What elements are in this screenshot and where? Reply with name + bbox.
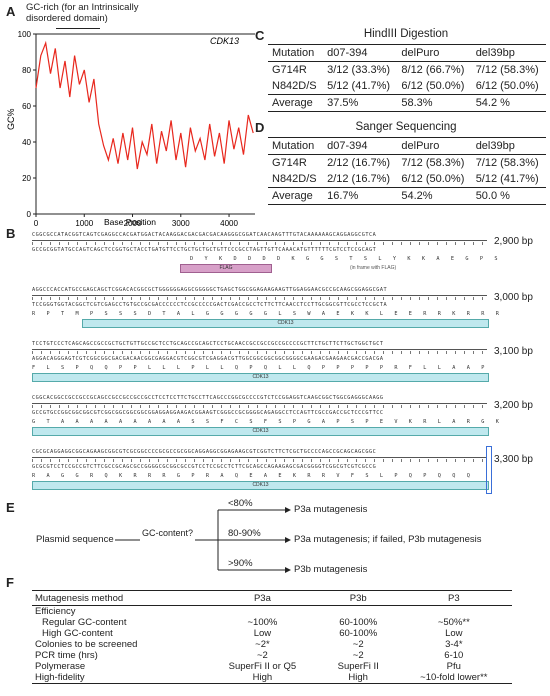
bp-position: 3,200 bp xyxy=(494,400,533,411)
dna-strand-top: CGCGCAGGAGGCGGCAGAAGCGGCGTCGCGGCCCCGCGCC… xyxy=(32,449,377,455)
gc-rich-bracket xyxy=(56,28,100,29)
col-header: P3b xyxy=(320,590,396,606)
table-row: G714R 2/12 (16.7%) 7/12 (58.3%) 7/12 (58.3%… xyxy=(272,157,539,169)
dna-strand-bottom: AGGACAGGGAGTCGTCGGCGGCGACGACAACGGCGAGGAC… xyxy=(32,356,384,362)
table-row: PCR time (hrs) ~2 ~2 6-10 xyxy=(35,650,464,661)
hindiii-title: HindIII Digestion xyxy=(363,28,449,40)
sanger-table: Mutation d07-394 delPuro del39bp G714R 2/… xyxy=(268,137,546,205)
col-header: d07-394 xyxy=(323,44,398,62)
flow-cond-low: <80% xyxy=(228,498,253,509)
x-tick-label: 2000 xyxy=(124,219,142,228)
amino-acid-row: R A G G R Q K R R R G P R A Q E A E K R … xyxy=(32,473,471,479)
x-tick-label: 4000 xyxy=(220,219,238,228)
table-row: N842D/S 5/12 (41.7%) 6/12 (50.0%) 6/12 (50.… xyxy=(272,80,539,92)
col-header: delPuro xyxy=(397,44,472,62)
flow-result-mid: P3a mutagenesis; if failed, P3b mutagene… xyxy=(294,534,482,545)
y-tick-label: 100 xyxy=(18,30,32,39)
table-row: Regular GC-content ~100% 60-100% ~50%** xyxy=(42,617,470,628)
y-tick-label: 20 xyxy=(22,174,31,183)
y-axis-ticks: 0 20 40 60 80 100 xyxy=(18,30,36,219)
table-row: Polymerase SuperFi II or Q5 SuperFi II Pfu xyxy=(35,661,461,672)
amino-acid-row: D Y K D D D D K G G S T S L Y K K A E G … xyxy=(190,256,498,262)
y-tick-label: 60 xyxy=(22,102,31,111)
x-tick-label: 0 xyxy=(34,219,39,228)
y-tick-label: 40 xyxy=(22,138,31,147)
table-row: G714R 3/12 (33.3%) 8/12 (66.7%) 7/12 (58.3%… xyxy=(272,64,539,76)
y-axis-label: GC% xyxy=(6,108,16,130)
panel-label-e: E xyxy=(6,500,15,515)
table-row: N842D/S 2/12 (16.7%) 6/12 (50.0%) 5/12 (41.… xyxy=(272,173,539,185)
mutagenesis-table: Mutagenesis method P3a P3b P3 Efficiency… xyxy=(32,590,512,684)
table-row: Average 37.5% 58.3% 54.2 % xyxy=(268,94,546,112)
dna-strand-bottom: GCGCGTCCTCCGCCGTCTTCGCCGCAGCGCCGGGGCGCGG… xyxy=(32,464,377,470)
dna-strand-top: TCCTGTCCCTCAGCAGCCGCCGCTGCTGTTGCCGCTCCTG… xyxy=(32,341,384,347)
sequence-ruler xyxy=(32,457,487,463)
flow-cond-mid: 80-90% xyxy=(228,528,261,539)
sequence-ruler xyxy=(32,403,487,409)
panel-label-f: F xyxy=(6,575,14,590)
table-row: High GC-content Low 60-100% Low xyxy=(42,628,463,639)
bp-position: 3,300 bp xyxy=(494,454,533,465)
y-tick-label: 80 xyxy=(22,66,31,75)
sequence-ruler xyxy=(32,295,487,301)
bp-position: 3,000 bp xyxy=(494,292,533,303)
gc-content-chart: 0 20 40 60 80 100 0 1000 2000 3000 4000 CDK13 GC%… xyxy=(6,30,255,228)
dna-strand-top: CGGCGCCATACGGTCAGTCGAGGCCACGATGGACTACAAG… xyxy=(32,232,377,238)
table-row: Colonies to be screened ~2* ~2 3-4* xyxy=(35,639,463,650)
sequence-ruler xyxy=(32,349,487,355)
flag-feature: FLAG xyxy=(180,264,272,273)
flow-source: Plasmid sequence xyxy=(36,534,114,545)
cdk13-feature: CDK13 xyxy=(32,373,489,382)
panel-label-d: D xyxy=(255,120,265,135)
amino-acid-row: F L S P Q Q P P L L L P L L Q P Q L L Q … xyxy=(32,365,485,371)
panel-label-a: A xyxy=(6,4,16,19)
cdk13-feature: CDK13 xyxy=(32,427,489,436)
table-row: Average 16.7% 54.2% 50.0 % xyxy=(268,187,546,205)
amino-acid-row: R P T M P S S S D T A L G G G G G L S W … xyxy=(32,311,500,317)
col-header: del39bp xyxy=(471,44,546,62)
sanger-title: Sanger Sequencing xyxy=(355,121,457,133)
bp-position: 3,100 bp xyxy=(494,346,533,357)
cdk13-feature: CDK13 xyxy=(32,481,489,490)
x-tick-label: 1000 xyxy=(75,219,93,228)
gc-rich-annotation: GC-rich (for an Intrinsically disordered… xyxy=(26,2,139,24)
col-header: Mutation xyxy=(268,137,324,155)
gc-series-line xyxy=(35,40,254,170)
dna-strand-bottom: GCCGTGCCGGCGGCGGCGTCGGCGGCGGCGGCGGAGGAGG… xyxy=(32,410,384,416)
col-header: delPuro xyxy=(397,137,472,155)
x-tick-label: 3000 xyxy=(172,219,190,228)
in-frame-note: (in frame with FLAG) xyxy=(350,265,397,271)
col-header: Mutation xyxy=(268,44,324,62)
panel-label-c: C xyxy=(255,28,265,43)
col-header: d07-394 xyxy=(323,137,398,155)
table-row: High-fidelity High High ~10-fold lower** xyxy=(32,672,512,684)
dna-strand-bottom: TCCGGGTGGTACGGCTCGTCGAGCCTGTGCCGCGACCCCC… xyxy=(32,302,388,308)
table-row: Efficiency xyxy=(35,606,76,617)
x-axis-label: Base Position xyxy=(104,217,156,227)
sequence-ruler xyxy=(32,240,487,246)
amino-acid-row: G T A A A A A A A A A S S F C S F S P G … xyxy=(32,419,500,425)
bp-position: 2,900 bp xyxy=(494,236,533,247)
selection-marker xyxy=(486,446,492,494)
cdk13-feature: CDK13 xyxy=(82,319,489,328)
x-axis-ticks: 0 1000 2000 3000 4000 xyxy=(34,214,238,228)
dna-strand-bottom: GCCGCGGTATGCCAGTCAGCTCCGGTGCTACCTGATGTTC… xyxy=(32,247,377,253)
flow-cond-high: >90% xyxy=(228,558,253,569)
chart-frame xyxy=(35,33,255,215)
col-header: Mutagenesis method xyxy=(32,590,205,606)
y-tick-label: 0 xyxy=(27,210,32,219)
flow-result-low: P3a mutagenesis xyxy=(294,504,368,515)
col-header: P3 xyxy=(395,590,512,606)
panel-label-b: B xyxy=(6,226,16,241)
col-header: del39bp xyxy=(471,137,546,155)
flow-result-high: P3b mutagenesis xyxy=(294,564,368,575)
chart-title: CDK13 xyxy=(210,36,239,46)
col-header: P3a xyxy=(204,590,321,606)
flow-decision: GC-content? xyxy=(142,528,194,538)
dna-strand-top: CGGCACGGCCGCCGCCGCAGCCGCCGCCGCCGCCTCCTCC… xyxy=(32,395,384,401)
dna-strand-top: AGGCCCACCATGCCGAGCAGCTCGGACACGGCGCTGGGGG… xyxy=(32,287,388,293)
hindiii-table: Mutation d07-394 delPuro del39bp G714R 3/… xyxy=(268,44,546,112)
